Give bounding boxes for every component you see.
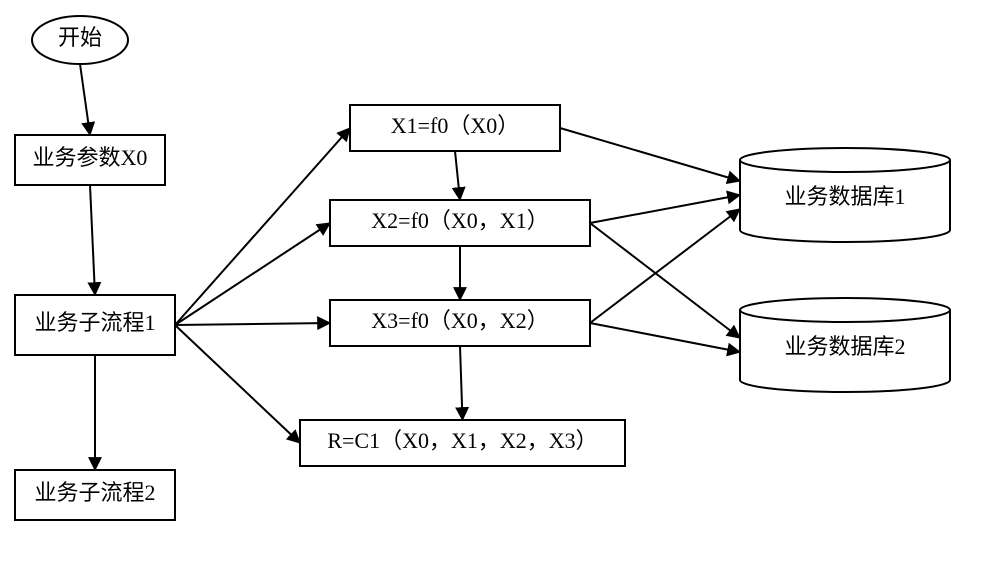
node-db2: 业务数据库2: [740, 298, 950, 392]
edge: [80, 64, 90, 135]
edge: [175, 325, 300, 443]
edge: [455, 151, 460, 200]
node-sub2: 业务子流程2: [15, 470, 175, 520]
edge: [590, 209, 740, 323]
edge: [175, 323, 330, 325]
node-label: 业务数据库2: [784, 334, 905, 359]
edge: [560, 128, 740, 181]
edge: [590, 195, 740, 223]
node-label: 业务子流程1: [34, 310, 155, 335]
edge: [460, 346, 463, 420]
nodes-layer: 开始业务参数X0 业务子流程1 业务子流程2 X1=f0（X0） X2=f0（X0，X1…: [15, 16, 950, 520]
node-db1: 业务数据库1: [740, 148, 950, 242]
node-x3: X3=f0（X0，X2）: [330, 300, 590, 346]
flowchart-canvas: 开始业务参数X0 业务子流程1 业务子流程2 X1=f0（X0） X2=f0（X0，X1…: [0, 0, 1000, 567]
node-x1: X1=f0（X0）: [350, 105, 560, 151]
node-label: X3=f0（X0，X2）: [371, 308, 548, 333]
node-paramX0: 业务参数X0: [15, 135, 165, 185]
node-start: 开始: [32, 16, 128, 64]
node-label: 开始: [58, 25, 102, 50]
node-label: R=C1（X0，X1，X2，X3）: [327, 428, 597, 453]
edge: [590, 323, 740, 352]
edge: [90, 185, 95, 295]
node-label: X2=f0（X0，X1）: [371, 208, 548, 233]
node-label: 业务子流程2: [34, 480, 155, 505]
node-label: 业务数据库1: [784, 184, 905, 209]
node-sub1: 业务子流程1: [15, 295, 175, 355]
node-x2: X2=f0（X0，X1）: [330, 200, 590, 246]
node-r: R=C1（X0，X1，X2，X3）: [300, 420, 625, 466]
node-label: X1=f0（X0）: [391, 113, 520, 138]
edge: [590, 223, 740, 338]
node-label: 业务参数X0: [33, 145, 148, 170]
